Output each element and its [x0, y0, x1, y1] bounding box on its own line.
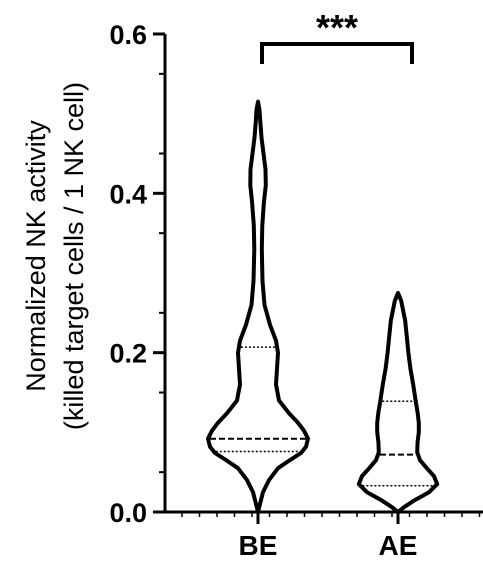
violins [206, 99, 440, 514]
y-tick-label: 0.4 [109, 179, 147, 209]
y-tick-label: 0.6 [109, 20, 147, 50]
violin-be [206, 99, 310, 514]
y-axis: 0.0 0.2 0.4 0.6 [109, 20, 167, 528]
violin-ae [356, 290, 440, 514]
y-axis-label-line1: Normalized NK activity [21, 120, 51, 392]
y-axis-label-line2: (killed target cells / 1 NK cell) [59, 82, 89, 430]
x-axis: BE AE [165, 510, 483, 561]
y-tick-label: 0.0 [109, 498, 147, 528]
y-axis-label: Normalized NK activity (killed target ce… [21, 82, 89, 430]
significance-label: *** [316, 7, 358, 48]
x-tick-label: AE [379, 530, 418, 561]
significance-bracket: *** [260, 7, 414, 64]
significance-line [260, 42, 414, 64]
y-tick-label: 0.2 [109, 339, 147, 369]
x-tick-label: BE [239, 530, 278, 561]
